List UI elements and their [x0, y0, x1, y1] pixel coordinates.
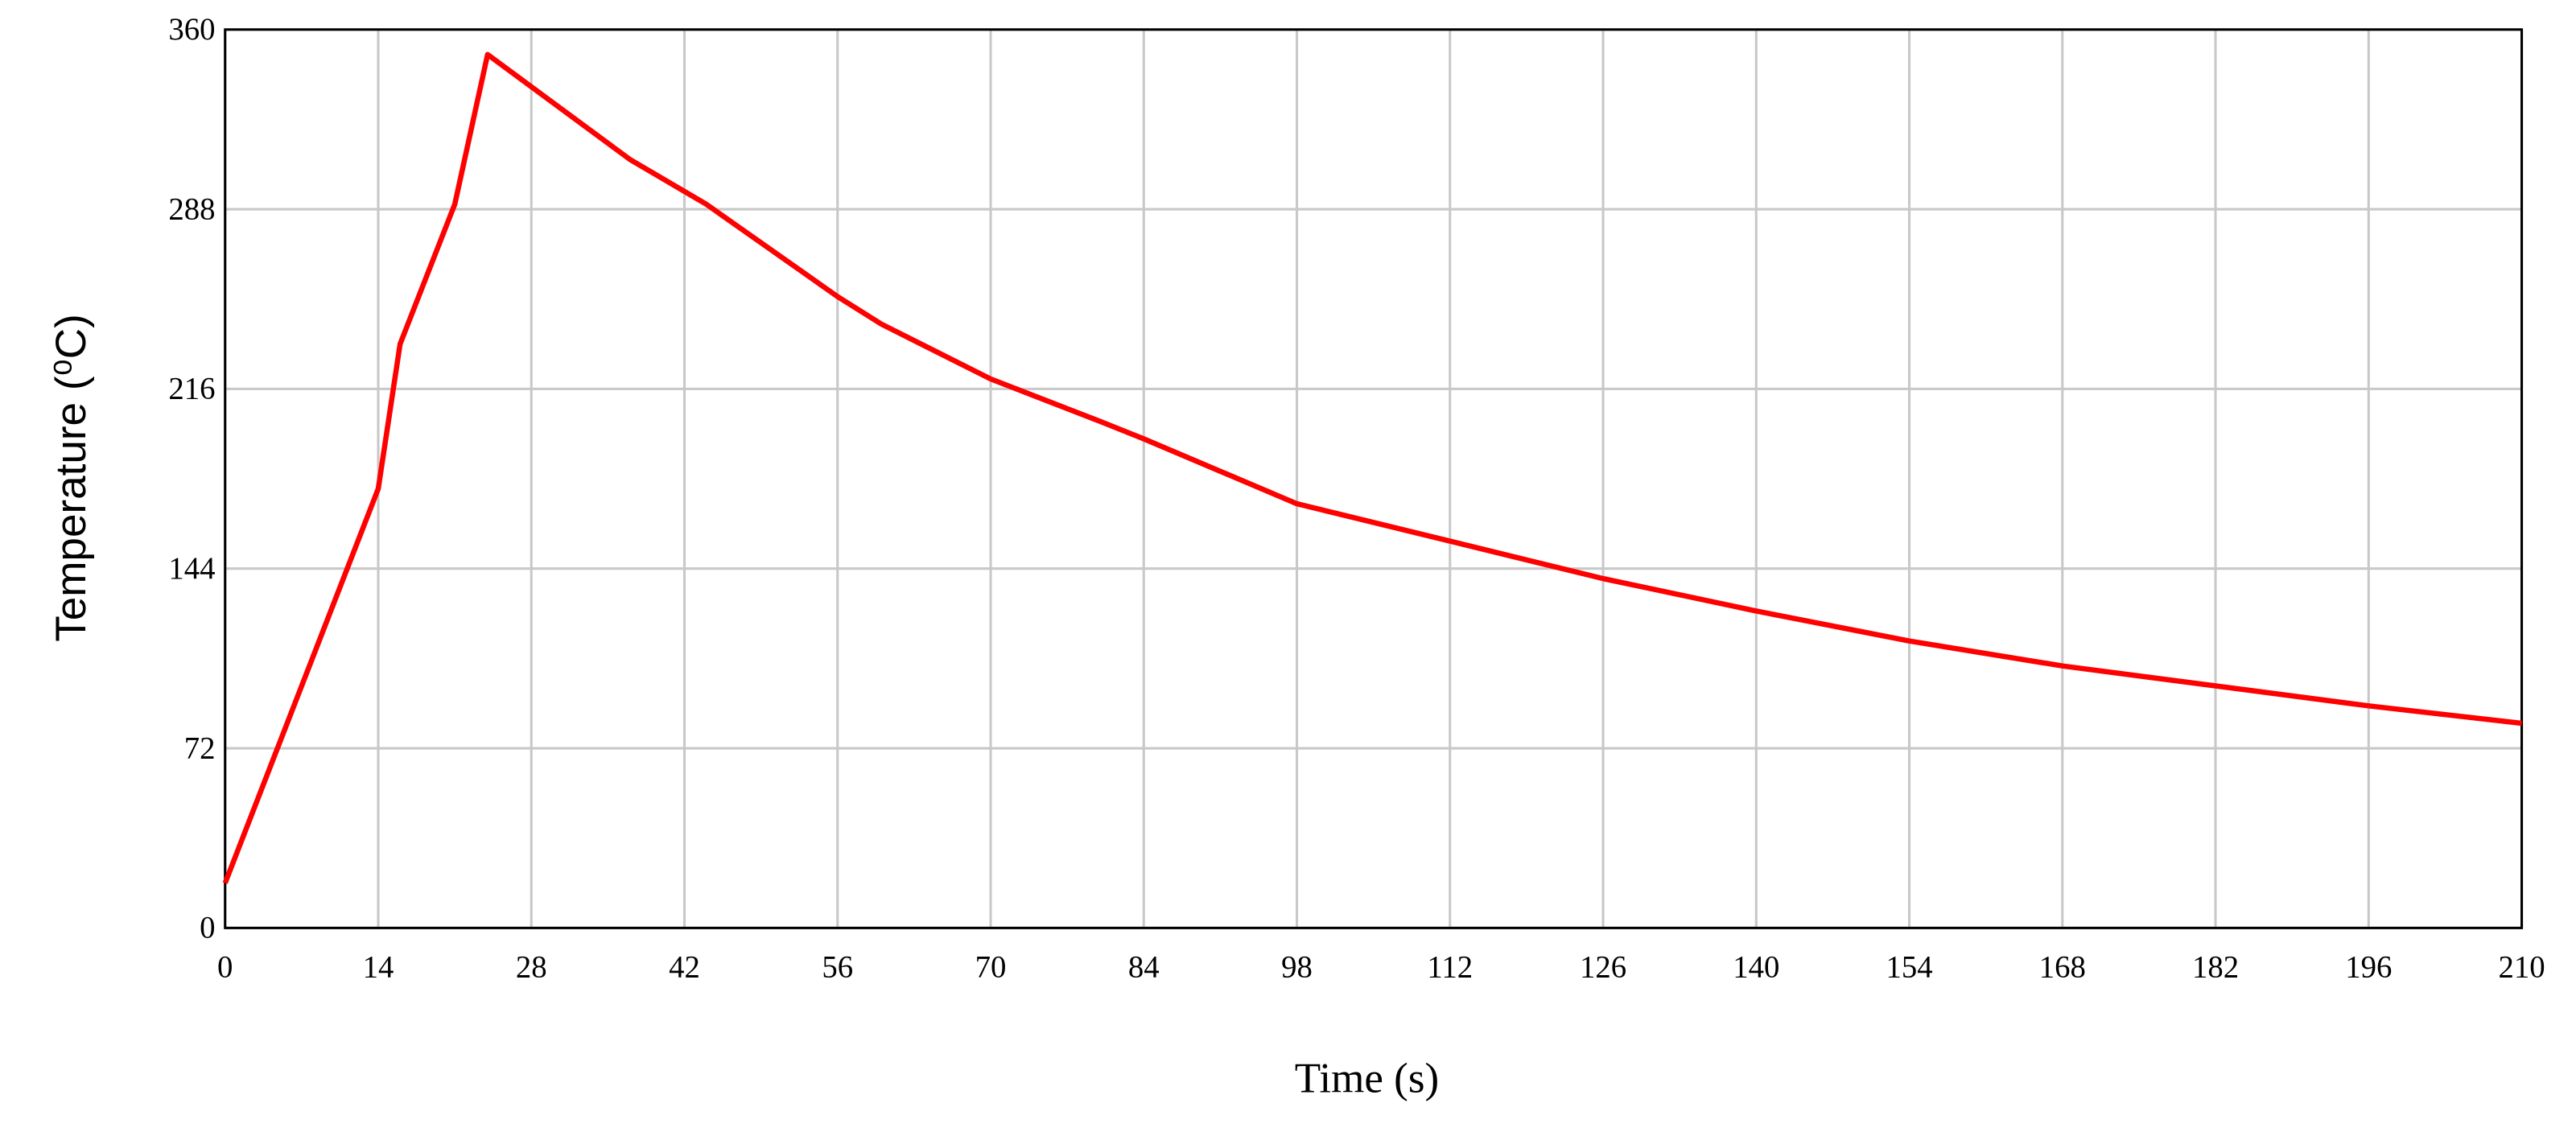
- y-tick-label: 144: [168, 551, 215, 586]
- x-tick-label: 168: [2039, 950, 2086, 985]
- x-tick-label: 196: [2345, 950, 2392, 985]
- x-tick-label: 154: [1886, 950, 1932, 985]
- x-axis-label: Time (s): [1295, 1055, 1439, 1101]
- x-tick-label: 126: [1580, 950, 1626, 985]
- x-tick-label: 70: [975, 950, 1007, 985]
- x-tick-label: 182: [2192, 950, 2239, 985]
- y-tick-label: 72: [184, 731, 216, 765]
- x-tick-label: 210: [2498, 950, 2545, 985]
- y-tick-label: 360: [168, 12, 215, 47]
- x-tick-label: 14: [363, 950, 394, 985]
- y-tick-label: 0: [200, 911, 215, 945]
- y-tick-label: 288: [168, 191, 215, 226]
- x-tick-label: 56: [822, 950, 853, 985]
- x-tick-label: 0: [217, 950, 233, 985]
- x-tick-label: 42: [669, 950, 700, 985]
- y-tick-label: 216: [168, 372, 215, 406]
- data-line: [222, 51, 2522, 884]
- x-tick-label: 28: [516, 950, 547, 985]
- y-axis-label: Temperature (⁰C): [47, 314, 95, 642]
- x-tick-label: 98: [1281, 950, 1313, 985]
- x-tick-label: 112: [1427, 950, 1473, 985]
- x-tick-label: 140: [1733, 950, 1779, 985]
- plot-frame: [224, 28, 2524, 929]
- x-tick-label: 84: [1128, 950, 1160, 985]
